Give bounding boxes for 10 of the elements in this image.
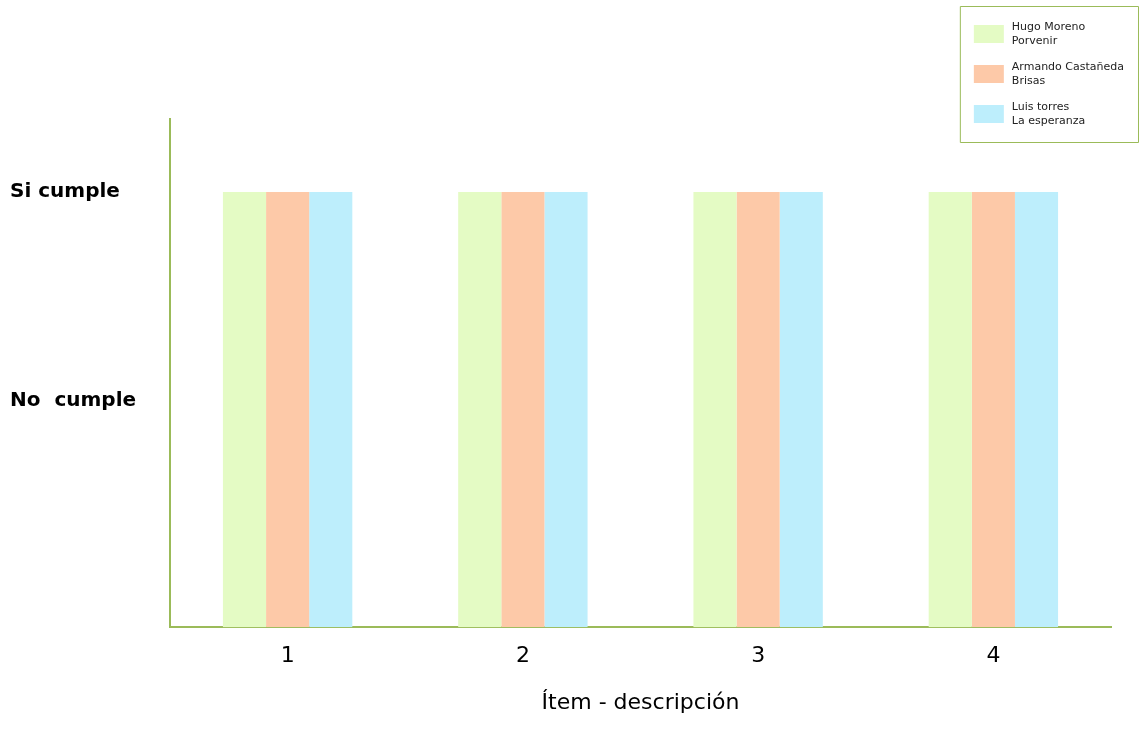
text: Si cumple [10, 178, 120, 203]
x-tick-label: 1 [280, 642, 295, 668]
x-tick-label: 3 [751, 642, 766, 668]
legend-label: Armando Castañeda Brisas [1011, 59, 1125, 87]
x-tick-label: 4 [986, 642, 1001, 668]
legend-label: Luis torres La esperanza [1011, 99, 1086, 127]
text: No cumple [10, 386, 137, 411]
legend-label: Hugo Moreno Porvenir [1011, 19, 1086, 47]
x-axis-title: Ítem - descripción [541, 688, 740, 714]
x-tick-label: 2 [515, 642, 530, 668]
